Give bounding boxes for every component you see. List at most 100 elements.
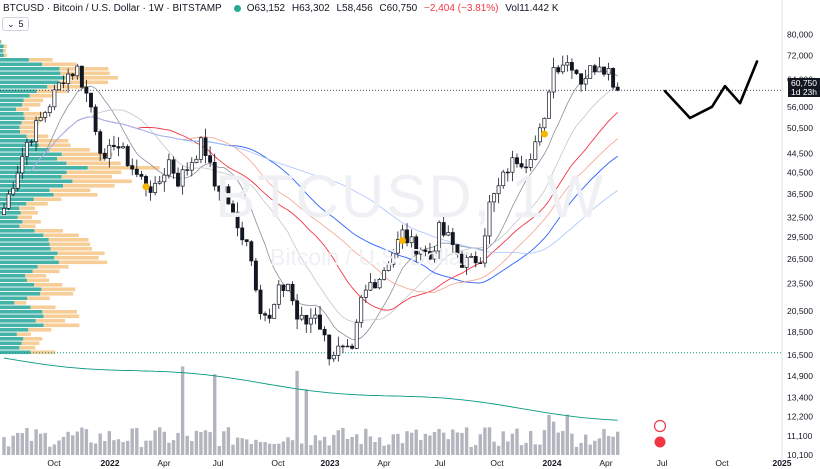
- volume-bar: [359, 444, 363, 455]
- volume-profile-up-bar: [0, 319, 36, 323]
- candle: [171, 159, 176, 174]
- volume-profile-down-bar: [37, 265, 69, 269]
- candle: [217, 185, 222, 192]
- volume-profile-up-bar: [0, 283, 35, 287]
- volume-bar: [336, 430, 340, 455]
- volume-bar: [496, 445, 501, 455]
- volume-profile-up-bar: [0, 341, 22, 346]
- y-tick-label: 32,500: [787, 212, 813, 222]
- volume-profile-up-bar: [0, 242, 50, 247]
- volume-profile-down-bar: [43, 323, 80, 328]
- volume-profile-up-bar: [0, 40, 1, 44]
- volume-bar: [616, 431, 620, 455]
- volume-profile-up-bar: [0, 58, 29, 62]
- y-tick-label: 56,000: [787, 102, 813, 112]
- candle: [57, 82, 61, 91]
- volume-profile-down-bar: [40, 292, 74, 296]
- candle: [75, 65, 80, 77]
- volume-profile-down-bar: [19, 206, 35, 211]
- volume-bar: [442, 432, 446, 455]
- volume-bar: [254, 439, 258, 455]
- volume-profile-down-bar: [43, 233, 79, 238]
- candle: [231, 203, 235, 213]
- volume-profile-down-bar: [22, 220, 41, 224]
- bar-countdown: 1d 23h: [791, 87, 817, 97]
- volume-profile-up-bar: [0, 179, 73, 184]
- candle: [588, 65, 593, 79]
- volume-bar: [217, 446, 221, 455]
- candle: [98, 131, 103, 154]
- volume-bar: [135, 428, 139, 455]
- symbol-title[interactable]: BTCUSD · Bitcoin / U.S. Dollar · 1W · BI…: [3, 3, 222, 14]
- volume-bar: [34, 429, 38, 455]
- volume-bar: [57, 440, 61, 455]
- candle: [295, 300, 300, 320]
- indicators-toggle-button[interactable]: ⌄ 5: [2, 17, 29, 31]
- volume-profile-down-bar: [38, 143, 71, 148]
- volume-profile-down-bar: [19, 346, 36, 350]
- volume-profile-down-bar: [60, 71, 110, 76]
- candle: [336, 345, 341, 356]
- volume-bar: [194, 430, 199, 455]
- volume-profile-up-bar: [0, 157, 58, 161]
- volume-bar: [208, 432, 212, 455]
- volume-bar: [116, 439, 121, 455]
- volume-profile-down-bar: [58, 260, 108, 265]
- y-tick-label: 72,000: [787, 51, 813, 61]
- volume-bar: [112, 440, 116, 455]
- volume-profile-up-bar: [0, 211, 21, 215]
- volume-profile-down-bar: [3, 44, 7, 49]
- y-tick-label: 36,500: [787, 189, 813, 199]
- watermark-name: Bitcoin / U.S. Dollar: [270, 244, 470, 270]
- volume-bar: [176, 432, 180, 455]
- volume-profile-down-bar: [27, 278, 50, 283]
- x-tick-label: 2023: [321, 458, 340, 468]
- candle: [455, 244, 460, 255]
- y-tick-label: 29,500: [787, 232, 813, 242]
- volume-profile-up-bar: [0, 148, 50, 152]
- volume-bar: [460, 432, 464, 455]
- volume-bar: [300, 443, 304, 455]
- candle: [395, 239, 400, 254]
- volume-bar: [199, 432, 203, 455]
- volume-profile-up-bar: [0, 251, 58, 256]
- volume-bar: [281, 441, 286, 455]
- candle: [102, 152, 107, 159]
- volume-profile-up-bar: [0, 224, 20, 229]
- candle: [166, 159, 171, 176]
- volume-bar: [190, 441, 194, 455]
- volume-bar: [414, 429, 418, 455]
- candle: [556, 67, 561, 73]
- y-tick-label: 80,000: [787, 29, 813, 39]
- candle: [391, 252, 396, 265]
- y-tick-label: 11,100: [787, 431, 813, 441]
- candle: [249, 241, 254, 262]
- candle: [597, 66, 602, 73]
- candle: [313, 314, 318, 319]
- candle: [253, 260, 258, 291]
- y-tick-label: 23,500: [787, 278, 813, 288]
- volume-bar: [474, 445, 478, 455]
- flag-icon: [654, 436, 666, 448]
- volume-profile-down-bar: [57, 251, 105, 256]
- event-marker: [398, 237, 406, 245]
- volume-bar: [561, 431, 565, 455]
- candle: [304, 314, 309, 325]
- volume-profile-down-bar: [36, 89, 67, 94]
- candle: [93, 106, 98, 132]
- volume-profile-up-bar: [0, 130, 20, 134]
- volume-profile-down-bar: [17, 215, 32, 220]
- volume-profile-down-bar: [21, 341, 40, 346]
- volume-bar: [107, 431, 111, 455]
- candle: [34, 120, 39, 142]
- candle: [272, 304, 277, 319]
- volume-bar: [235, 437, 240, 455]
- chart-header: BTCUSD · Bitcoin / U.S. Dollar · 1W · BI…: [0, 0, 563, 17]
- volume-profile-down-bar: [19, 224, 36, 229]
- volume-bar: [570, 433, 574, 455]
- volume-bar: [258, 442, 263, 455]
- volume-profile-down-bar: [50, 247, 92, 251]
- volume-bar: [126, 440, 130, 455]
- candle: [574, 69, 579, 74]
